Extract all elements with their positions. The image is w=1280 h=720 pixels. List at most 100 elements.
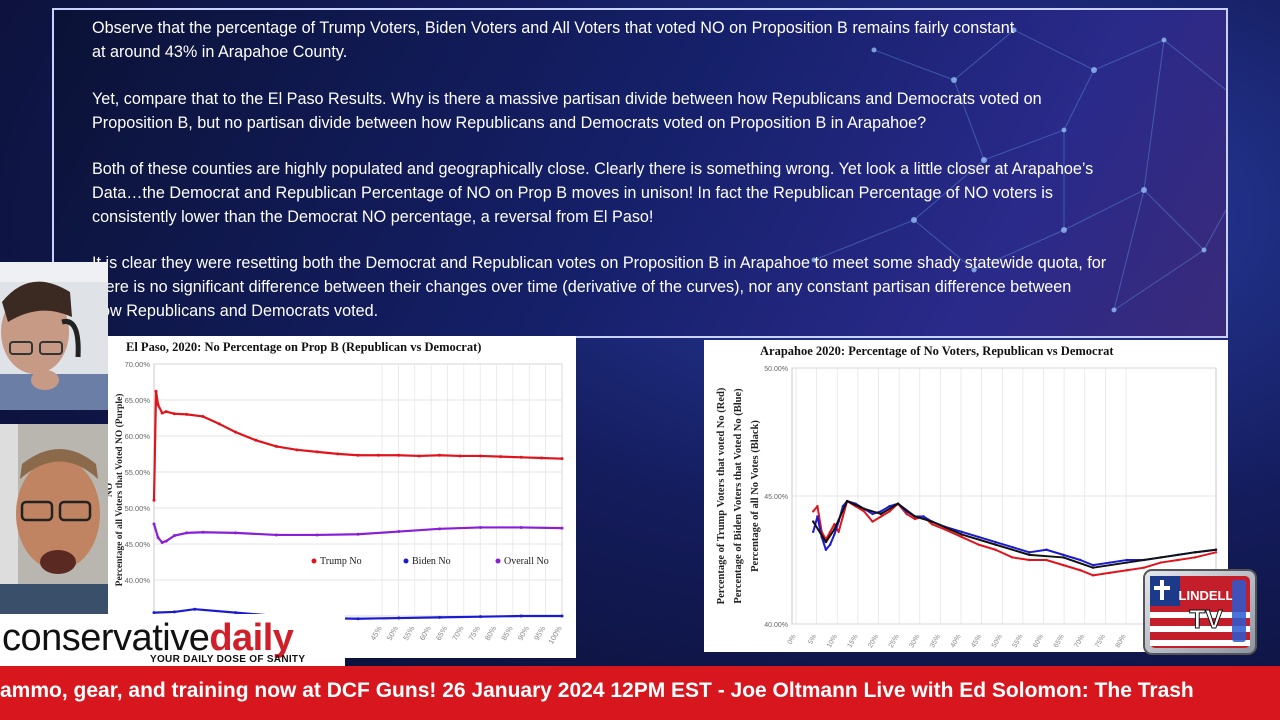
el-paso-chart: El Paso, 2020: No Percentage on Prop B (… bbox=[105, 336, 576, 658]
badge-line2: TV bbox=[1189, 604, 1223, 634]
x-tick-label: 75% bbox=[1094, 634, 1107, 650]
x-tick-label: 70% bbox=[1073, 634, 1086, 650]
data-point bbox=[560, 526, 564, 530]
data-point bbox=[1176, 558, 1180, 562]
data-point bbox=[1079, 569, 1082, 572]
data-point bbox=[478, 454, 482, 458]
x-tick-label: 5% bbox=[807, 634, 818, 646]
data-point bbox=[1214, 551, 1218, 554]
y-axis-label: Percentage of Trump Voters that voted No… bbox=[716, 387, 727, 604]
data-point bbox=[201, 414, 205, 418]
data-point bbox=[930, 522, 934, 526]
x-tick-label: 80% bbox=[483, 624, 498, 642]
x-tick-label: 75% bbox=[467, 624, 482, 642]
data-point bbox=[960, 530, 963, 534]
x-tick-label: 50% bbox=[385, 624, 400, 642]
y-tick-label: 40.00% bbox=[764, 622, 788, 629]
news-ticker: ammo, gear, and training now at DCF Guns… bbox=[0, 666, 1280, 720]
x-tick-label: 30% bbox=[908, 634, 921, 650]
data-point bbox=[234, 430, 238, 434]
legend-label: Biden No bbox=[412, 556, 451, 567]
data-point bbox=[833, 522, 836, 526]
x-tick-label: 90% bbox=[516, 624, 531, 642]
data-point bbox=[397, 453, 401, 457]
data-point bbox=[295, 448, 299, 452]
plot-frame bbox=[153, 363, 563, 617]
y-tick-label: 45.00% bbox=[125, 540, 151, 549]
data-point bbox=[841, 515, 845, 518]
data-point bbox=[1062, 556, 1065, 559]
data-point bbox=[274, 533, 278, 537]
data-point bbox=[1045, 558, 1048, 562]
webcam-feed-guest bbox=[0, 424, 108, 614]
data-point bbox=[185, 531, 189, 535]
data-point bbox=[1125, 569, 1129, 572]
data-point bbox=[172, 412, 176, 416]
data-point bbox=[172, 534, 176, 538]
data-point bbox=[154, 389, 158, 393]
data-point bbox=[1193, 556, 1196, 559]
data-point bbox=[315, 450, 319, 454]
data-point bbox=[417, 454, 421, 458]
data-point bbox=[1028, 558, 1031, 562]
slide-line: at around 43% in Arapahoe County. bbox=[92, 43, 348, 61]
y-tick-label: 60.00% bbox=[125, 432, 151, 441]
x-tick-label: 70% bbox=[450, 624, 465, 642]
data-point bbox=[234, 611, 238, 615]
data-point bbox=[160, 540, 164, 544]
badge-line1: LINDELL bbox=[1179, 588, 1234, 603]
x-tick-label: 45% bbox=[368, 624, 383, 642]
data-point bbox=[845, 499, 849, 503]
slide-line: Data…the Democrat and Republican Percent… bbox=[92, 184, 1053, 202]
y-tick-label: 40.00% bbox=[125, 576, 151, 585]
slide-line: Both of these counties are highly popula… bbox=[92, 160, 1094, 178]
data-point bbox=[254, 438, 258, 442]
data-point bbox=[234, 531, 238, 535]
x-tick-label: 100% bbox=[546, 624, 564, 645]
network-background-graphic bbox=[811, 27, 1226, 313]
data-point bbox=[960, 535, 963, 539]
data-point bbox=[896, 502, 900, 505]
data-point bbox=[862, 510, 866, 513]
x-tick-label: 55% bbox=[1012, 634, 1025, 650]
chart-title: El Paso, 2020: No Percentage on Prop B (… bbox=[126, 340, 482, 354]
slide-line: Yet, compare that to the El Paso Results… bbox=[92, 90, 1042, 108]
logo-tagline: YOUR DAILY DOSE OF SANITY bbox=[150, 654, 306, 665]
slide-paragraph-1: Observe that the percentage of Trump Vot… bbox=[92, 16, 1202, 64]
slide-line: consistently lower than the Democrat NO … bbox=[92, 208, 654, 226]
logo-word-accent: daily bbox=[209, 617, 294, 659]
data-point bbox=[943, 528, 946, 531]
slide-paragraph-2: Yet, compare that to the El Paso Results… bbox=[92, 87, 1202, 135]
data-point bbox=[519, 525, 523, 529]
data-point bbox=[879, 510, 883, 513]
data-point bbox=[828, 543, 832, 546]
data-point bbox=[152, 498, 156, 502]
x-tick-label: 25% bbox=[888, 634, 901, 650]
data-point bbox=[879, 512, 883, 516]
slide-paragraph-4: It is clear they were resetting both the… bbox=[92, 251, 1202, 323]
data-point bbox=[438, 453, 442, 457]
data-point bbox=[201, 530, 205, 534]
data-point bbox=[172, 610, 176, 614]
data-point bbox=[1108, 571, 1112, 574]
data-point bbox=[164, 410, 168, 414]
data-point bbox=[812, 520, 815, 523]
data-point bbox=[824, 548, 828, 551]
y-tick-label: 45.00% bbox=[764, 494, 788, 501]
slide-paragraph-3: Both of these counties are highly popula… bbox=[92, 157, 1202, 229]
data-point bbox=[833, 528, 836, 531]
data-point bbox=[336, 452, 340, 456]
data-point bbox=[376, 453, 380, 457]
data-point bbox=[152, 611, 156, 615]
legend-label: Overall No bbox=[504, 556, 549, 567]
data-point bbox=[397, 530, 401, 534]
data-point bbox=[994, 540, 997, 544]
x-tick-label: 80% bbox=[1115, 634, 1128, 650]
data-point bbox=[478, 525, 482, 529]
y-tick-label: 55.00% bbox=[125, 468, 151, 477]
legend-marker bbox=[495, 558, 501, 564]
data-point bbox=[185, 412, 189, 416]
x-tick-label: 50% bbox=[991, 634, 1004, 650]
data-point bbox=[824, 540, 828, 544]
x-tick-label: 35% bbox=[929, 634, 942, 650]
